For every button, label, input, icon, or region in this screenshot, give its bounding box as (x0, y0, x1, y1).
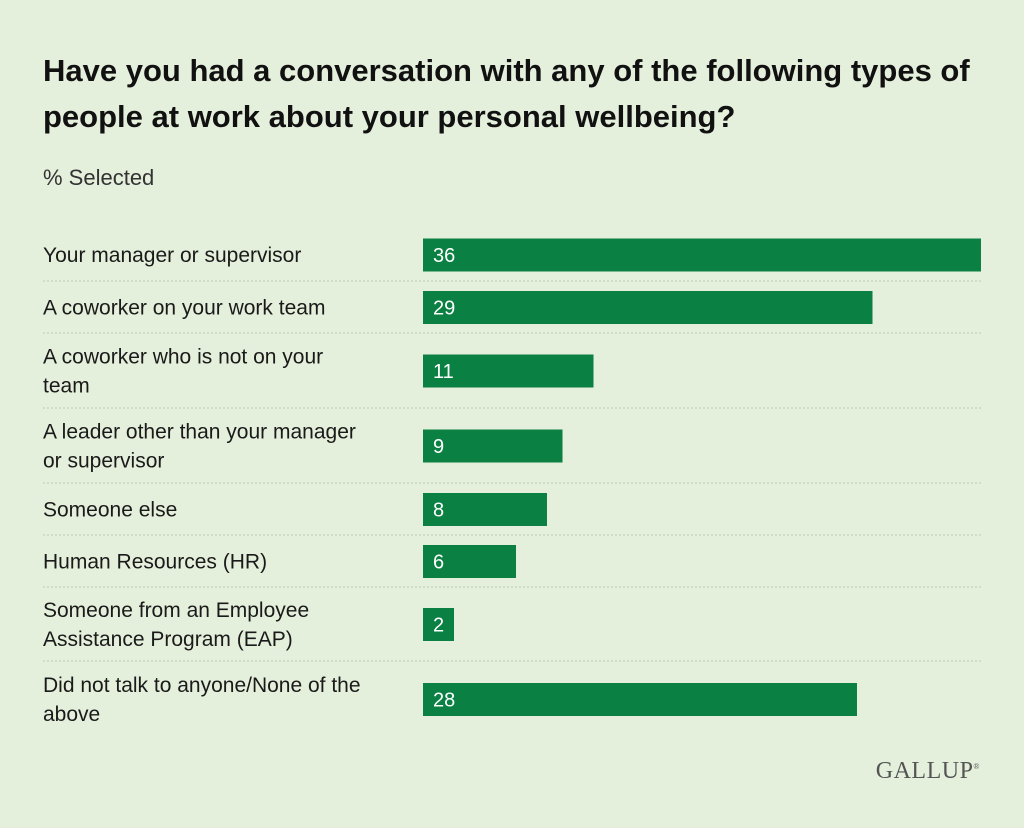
category-label: A coworker who is not on your team (43, 346, 323, 398)
bar-value-label: 11 (433, 361, 454, 383)
bar-value-label: 2 (433, 615, 444, 637)
category-label: Someone else (43, 499, 177, 522)
chart-subtitle: % Selected (43, 165, 155, 190)
bar (423, 238, 981, 272)
bar (423, 291, 873, 324)
bar (423, 683, 857, 716)
bar (423, 429, 563, 463)
bar-value-label: 29 (433, 298, 455, 320)
category-label: Your manager or supervisor (43, 244, 301, 267)
bar-value-label: 6 (433, 552, 444, 574)
gallup-logo: GALLUP® (876, 758, 980, 785)
bar-value-label: 36 (433, 245, 455, 267)
category-label: A coworker on your work team (43, 297, 325, 320)
bar (423, 493, 547, 526)
bar (423, 608, 454, 641)
category-label: Someone from an Employee Assistance Progr… (43, 599, 309, 651)
category-label: A leader other than your manager or super… (43, 421, 356, 473)
chart-title: Have you had a conversation with any of … (43, 53, 970, 134)
bar (423, 545, 516, 578)
brand-mark: ® (973, 762, 980, 771)
bar-value-label: 8 (433, 500, 444, 522)
bar (423, 354, 594, 388)
bar-value-label: 9 (433, 436, 444, 458)
category-label: Did not talk to anyone/None of the above (43, 674, 361, 726)
category-label: Human Resources (HR) (43, 551, 267, 574)
brand-name: GALLUP (875, 758, 974, 784)
bar-value-label: 28 (433, 690, 455, 712)
